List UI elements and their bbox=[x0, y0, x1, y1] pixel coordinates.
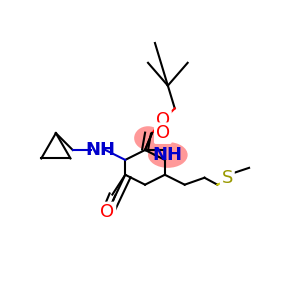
Ellipse shape bbox=[134, 126, 162, 150]
Text: NH: NH bbox=[85, 141, 116, 159]
Text: NH: NH bbox=[153, 146, 183, 164]
Text: O: O bbox=[156, 111, 170, 129]
Ellipse shape bbox=[148, 142, 188, 168]
Text: O: O bbox=[156, 124, 170, 142]
Text: S: S bbox=[222, 169, 233, 187]
Text: O: O bbox=[100, 203, 115, 221]
